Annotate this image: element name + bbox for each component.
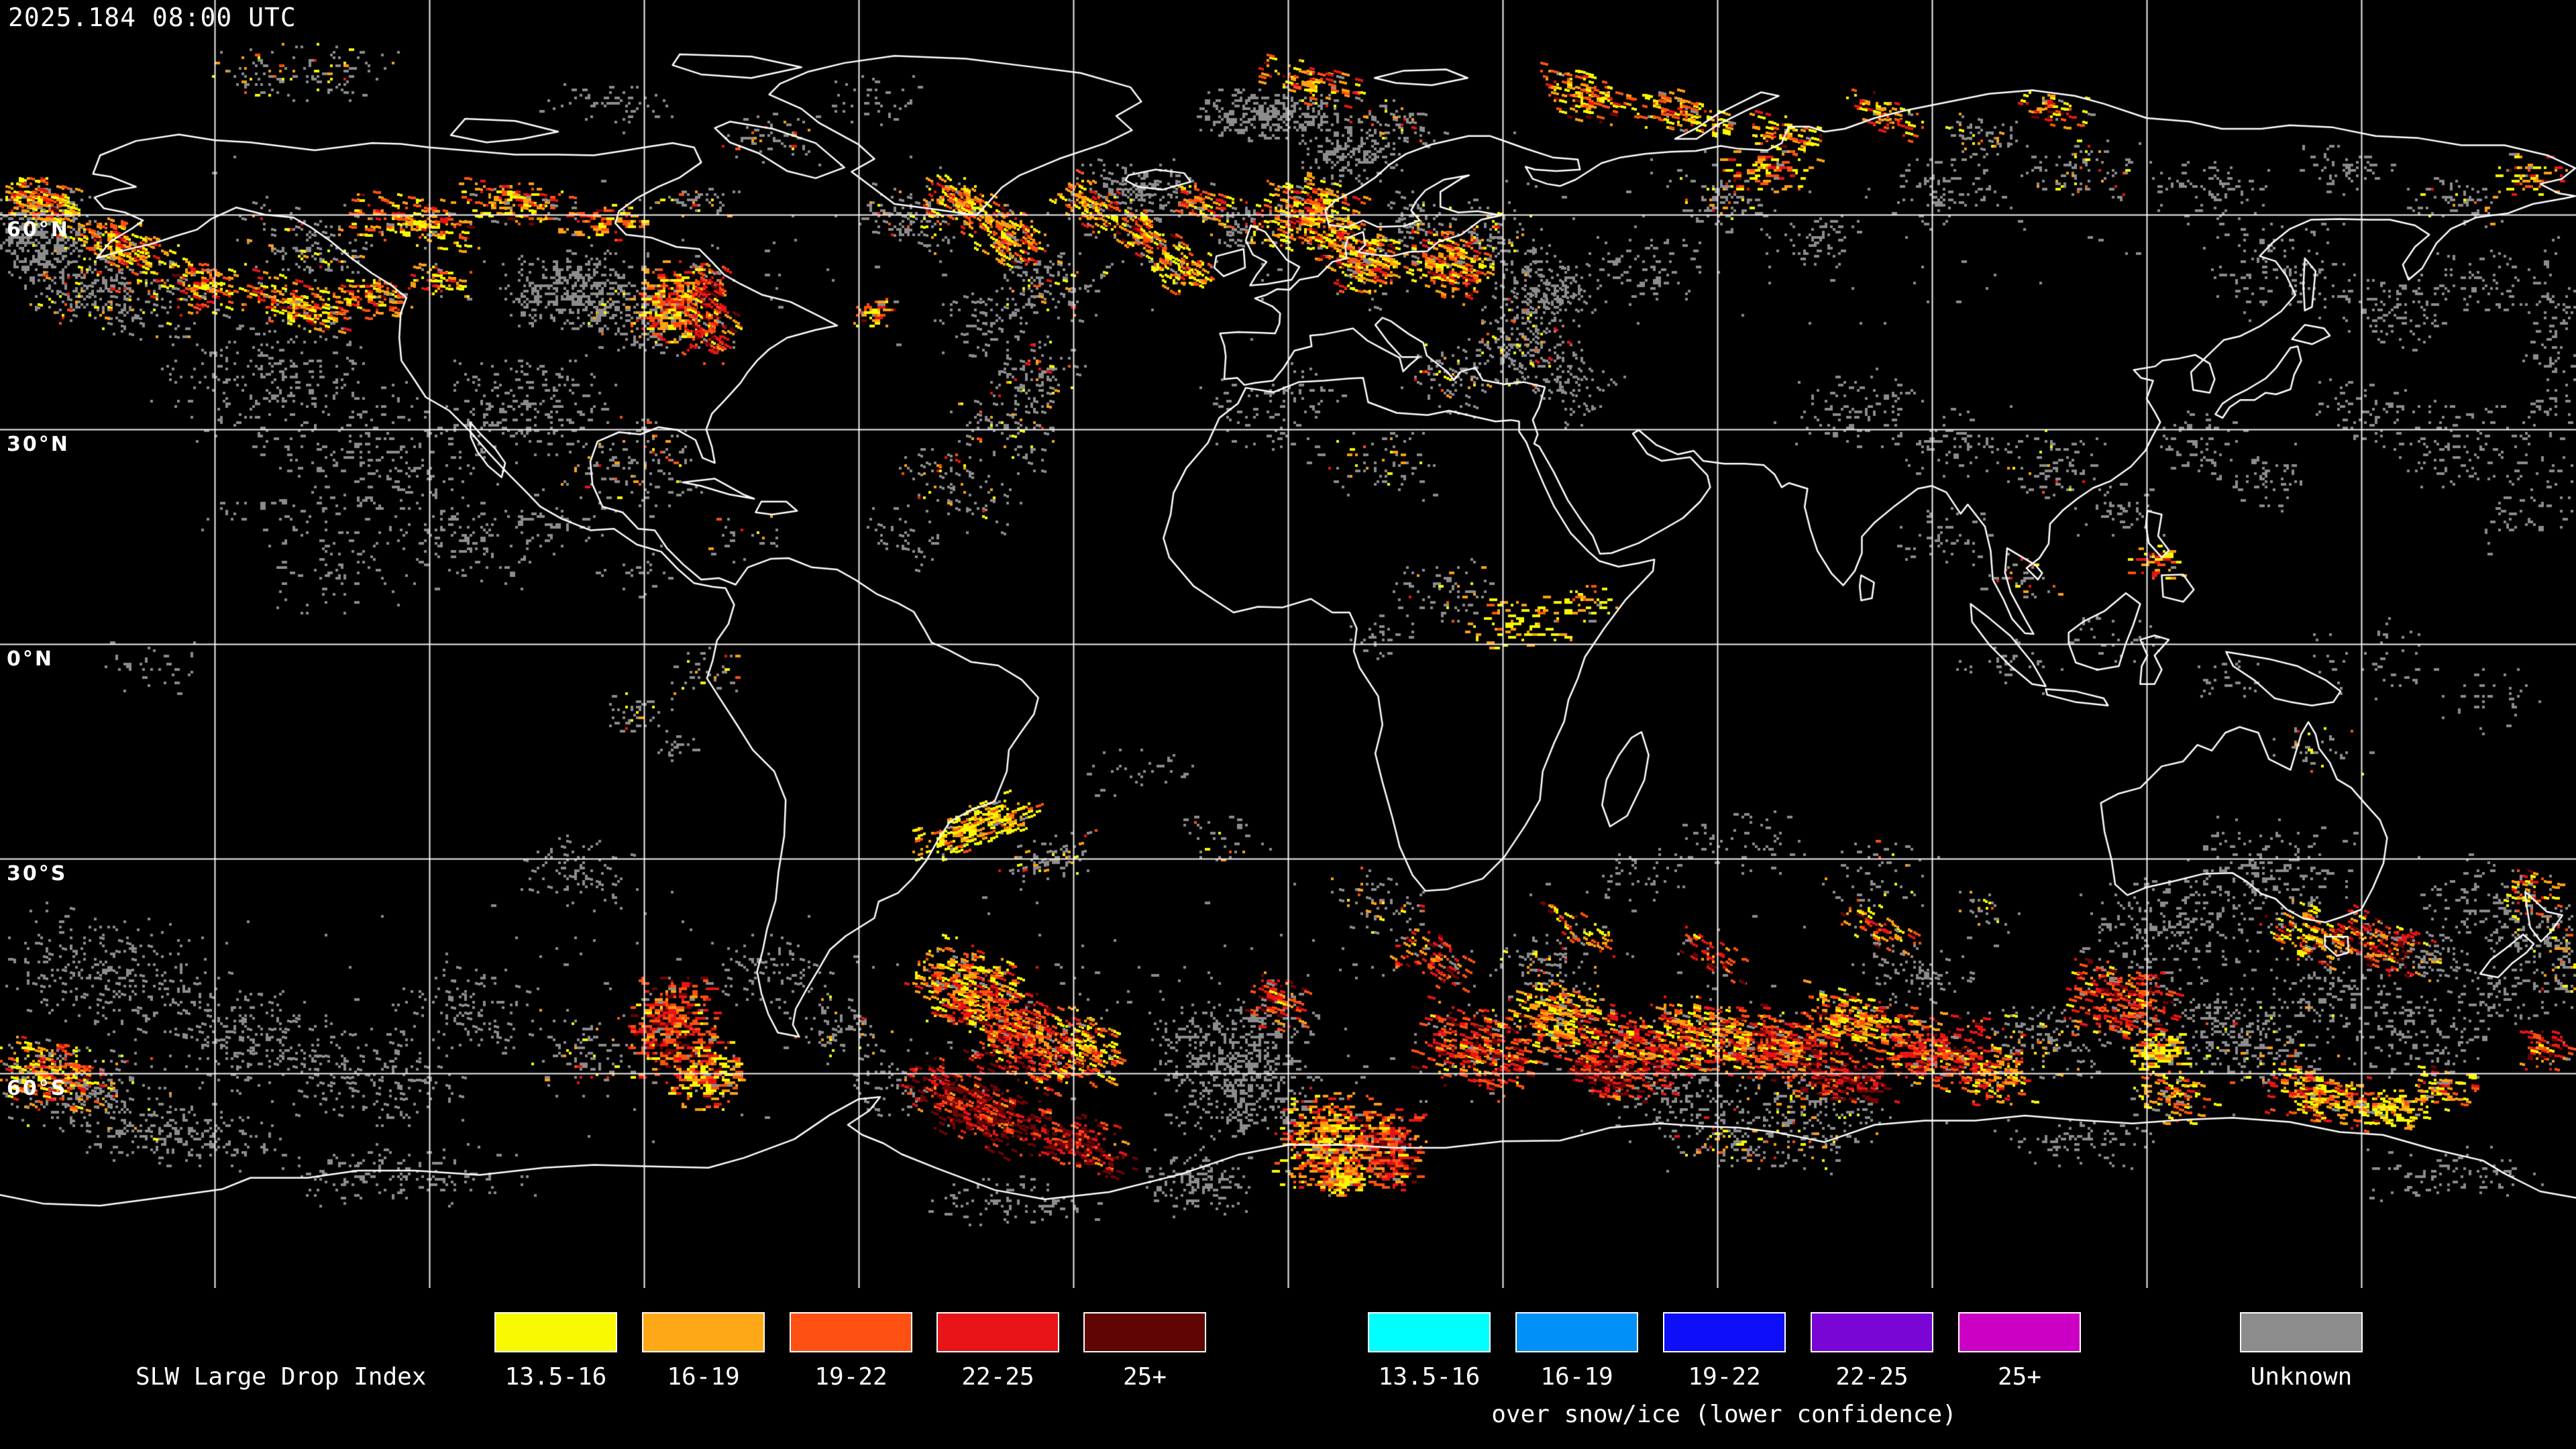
legend-swatch-snowice-16-19 bbox=[1515, 1312, 1638, 1352]
lat-label-60s: 60°S bbox=[7, 1077, 68, 1100]
legend-swatch-unknown bbox=[2240, 1312, 2363, 1352]
legend-swatch-slw-13.5-16 bbox=[494, 1312, 617, 1352]
legend-label-slw-16-19: 16-19 bbox=[667, 1363, 740, 1391]
legend-label-snowice-25plus: 25+ bbox=[1997, 1363, 2042, 1391]
legend-swatch-slw-16-19 bbox=[642, 1312, 765, 1352]
world-map-canvas bbox=[0, 0, 2576, 1288]
lat-label-30s: 30°S bbox=[7, 862, 68, 885]
timestamp: 2025.184 08:00 UTC bbox=[8, 3, 297, 32]
legend-swatch-slw-25plus bbox=[1083, 1312, 1206, 1352]
legend-swatch-slw-19-22 bbox=[790, 1312, 912, 1352]
lat-label-30n: 30°N bbox=[7, 433, 70, 456]
legend-label-snowice-22-25: 22-25 bbox=[1835, 1363, 1909, 1391]
lat-label-60n: 60°N bbox=[7, 218, 70, 241]
legend-swatch-snowice-19-22 bbox=[1663, 1312, 1786, 1352]
legend-title-slw: SLW Large Drop Index bbox=[136, 1363, 427, 1391]
legend-label-slw-19-22: 19-22 bbox=[814, 1363, 888, 1391]
legend-swatch-snowice-13.5-16 bbox=[1368, 1312, 1491, 1352]
legend-label-snowice-16-19: 16-19 bbox=[1540, 1363, 1613, 1391]
legend-caption-snowice: over snow/ice (lower confidence) bbox=[1491, 1401, 1957, 1428]
legend-label-slw-22-25: 22-25 bbox=[961, 1363, 1034, 1391]
legend-label-unknown: Unknown bbox=[2250, 1363, 2353, 1391]
legend-label-slw-13.5-16: 13.5-16 bbox=[504, 1363, 607, 1391]
legend-swatch-snowice-22-25 bbox=[1811, 1312, 1933, 1352]
legend-label-snowice-19-22: 19-22 bbox=[1688, 1363, 1761, 1391]
legend-swatch-slw-22-25 bbox=[936, 1312, 1059, 1352]
legend-swatch-snowice-25plus bbox=[1958, 1312, 2081, 1352]
legend-label-snowice-13.5-16: 13.5-16 bbox=[1378, 1363, 1481, 1391]
lat-label-0n: 0°N bbox=[7, 647, 54, 671]
legend-label-slw-25plus: 25+ bbox=[1122, 1363, 1167, 1391]
